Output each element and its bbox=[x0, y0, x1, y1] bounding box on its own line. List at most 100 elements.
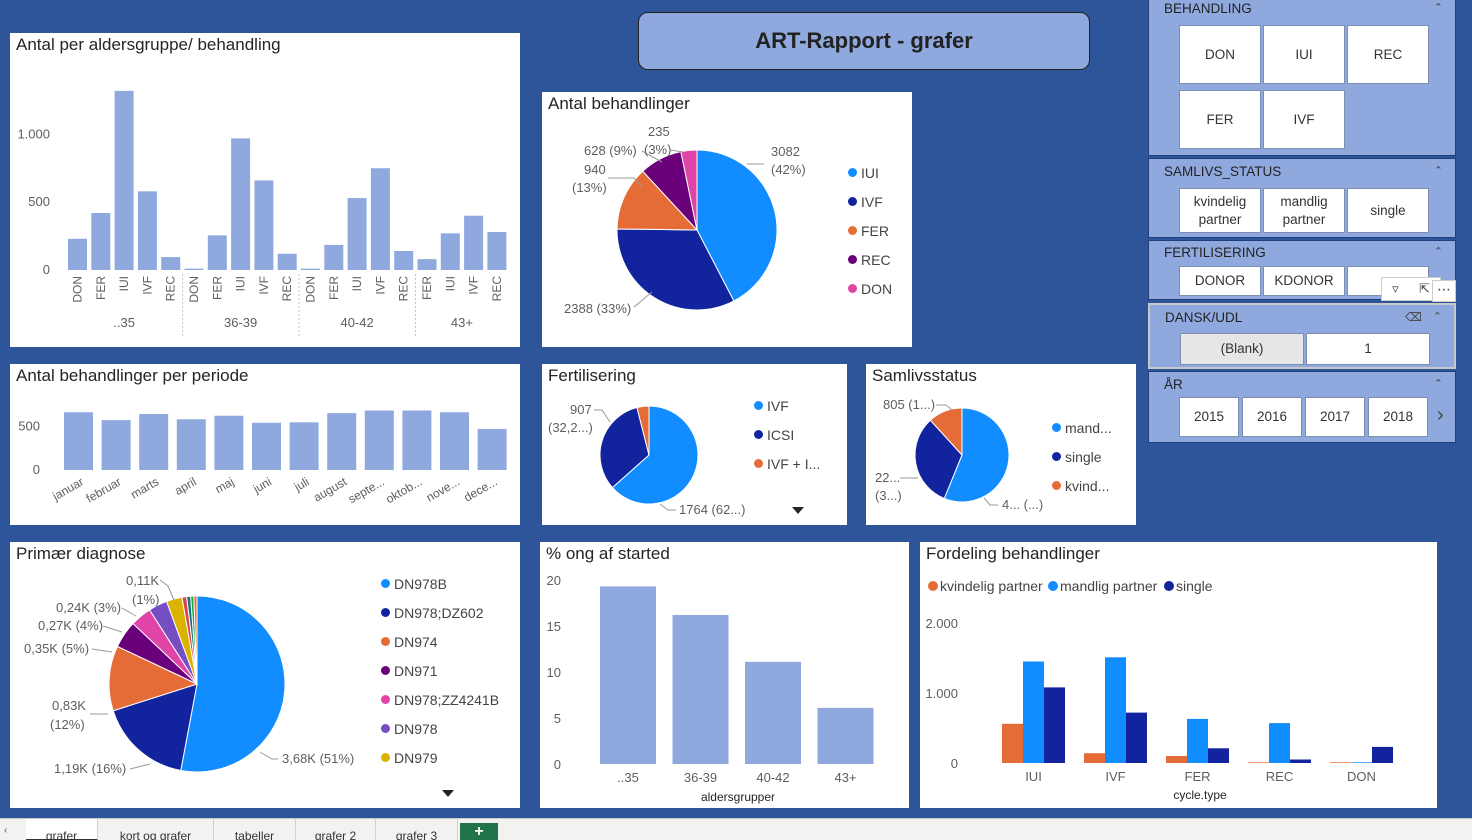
eraser-icon[interactable]: ⌫ bbox=[1405, 310, 1422, 324]
diagnose-pie-chart[interactable]: 3,68K (51%) 1,19K (16%) 0,83K (12%) 0,35K (5… bbox=[10, 542, 520, 808]
data-label: 235 bbox=[648, 124, 670, 139]
fertilisering-pie-chart[interactable]: 907 (32,2...) 1764 (62...) bbox=[542, 364, 847, 525]
legend-dot-icon bbox=[381, 637, 390, 646]
slicer-tile[interactable]: IUI bbox=[1263, 25, 1345, 84]
chevron-up-icon[interactable]: ⌃ bbox=[1433, 165, 1443, 177]
legend-label: mandlig partner bbox=[1060, 578, 1158, 594]
treatments-pie-card[interactable]: Antal behandlinger 3082 (42%) 2388 (33%) 94… bbox=[542, 92, 912, 347]
slicer-tile[interactable]: (Blank) bbox=[1180, 333, 1304, 365]
slicer-tile[interactable]: 2018 bbox=[1368, 397, 1428, 437]
slicer-tile[interactable]: FER bbox=[1179, 90, 1261, 149]
y-tick-label: 1.000 bbox=[925, 686, 958, 701]
group-label: 40-42 bbox=[340, 315, 373, 330]
bar bbox=[324, 244, 344, 270]
data-label: (13%) bbox=[572, 180, 607, 195]
legend-more-icon[interactable] bbox=[442, 790, 454, 797]
slicer-behandling[interactable]: BEHANDLING ⌃ DON IUI REC FER IVF bbox=[1148, 0, 1456, 156]
slicer-tile[interactable]: single bbox=[1347, 188, 1429, 233]
x-tick-label: dece... bbox=[461, 474, 499, 504]
x-tick-label: maj bbox=[213, 474, 237, 496]
x-tick-label: FER bbox=[420, 276, 434, 300]
legend-item: DN978;ZZ4241B bbox=[381, 685, 499, 714]
treatments-pie-chart[interactable]: 3082 (42%) 2388 (33%) 940 (13%) 628 (9%) 235 (3… bbox=[542, 92, 912, 347]
legend-dot-icon bbox=[848, 197, 857, 206]
pie-slice bbox=[636, 405, 650, 456]
slicer-tile[interactable]: 2016 bbox=[1242, 397, 1302, 437]
bar bbox=[327, 413, 357, 470]
x-tick-label: FER bbox=[327, 276, 341, 300]
leader-line bbox=[259, 751, 278, 760]
slicer-tile[interactable]: 2017 bbox=[1305, 397, 1365, 437]
ong-bar-card[interactable]: % ong af started 20 15 10 5 0 ..35 36-39 40-42 4… bbox=[540, 542, 909, 808]
bar bbox=[1330, 762, 1351, 763]
samlivsstatus-pie-card[interactable]: Samlivsstatus 805 (1...) 22... (3...) 4... … bbox=[866, 364, 1136, 525]
slicer-tile[interactable]: REC bbox=[1347, 25, 1429, 84]
slicer-tile[interactable]: IVF bbox=[1263, 90, 1345, 149]
legend-dot-icon bbox=[754, 430, 763, 439]
slicer-tile[interactable]: 2015 bbox=[1179, 397, 1239, 437]
slicer-tile[interactable]: kvindelig partner bbox=[1179, 188, 1261, 233]
period-chart-card[interactable]: Antal behandlinger per periode 500 0 janua… bbox=[10, 364, 520, 525]
ong-bar-chart[interactable]: 20 15 10 5 0 ..35 36-39 40-42 43+ aldersgrupper bbox=[540, 542, 909, 808]
chevron-up-icon[interactable]: ⌃ bbox=[1433, 246, 1443, 258]
x-tick-label: april bbox=[172, 474, 199, 497]
y-tick-label: 1.000 bbox=[17, 126, 50, 141]
x-tick-label: DON bbox=[71, 276, 85, 303]
x-tick-label: IVF bbox=[1105, 769, 1125, 784]
legend-item: DN974 bbox=[381, 627, 499, 656]
fertilisering-pie-card[interactable]: Fertilisering 907 (32,2...) 1764 (62...) I… bbox=[542, 364, 847, 525]
slicer-tile[interactable]: DONOR bbox=[1179, 266, 1261, 296]
filter-icon[interactable]: ▿ bbox=[1392, 281, 1399, 296]
diagnose-pie-card[interactable]: Primær diagnose 3,68K (51%) 1,19K (16%) 0,… bbox=[10, 542, 520, 808]
bar bbox=[1166, 756, 1187, 763]
x-tick-label: IUI bbox=[350, 276, 364, 291]
data-label: 805 (1...) bbox=[883, 397, 935, 412]
legend-dot-icon bbox=[381, 666, 390, 675]
slicer-dansk-udl[interactable]: DANSK/UDL ⌫ ⌃ (Blank) 1 bbox=[1148, 303, 1456, 369]
samlivsstatus-pie-chart[interactable]: 805 (1...) 22... (3...) 4... (...) bbox=[866, 364, 1136, 525]
x-tick-label: juni bbox=[250, 474, 274, 496]
x-tick-label: REC bbox=[397, 276, 411, 302]
chevron-up-icon[interactable]: ⌃ bbox=[1433, 2, 1443, 14]
add-page-button[interactable]: + bbox=[460, 823, 498, 840]
bar bbox=[137, 191, 157, 270]
bar bbox=[1002, 723, 1023, 763]
age-group-chart-card[interactable]: Antal per aldersgruppe/ behandling 1.000… bbox=[10, 33, 520, 347]
x-tick-label: januar bbox=[49, 474, 86, 503]
more-options-icon[interactable]: ⋯ bbox=[1432, 280, 1456, 302]
slicer-tile[interactable]: DON bbox=[1179, 25, 1261, 84]
tab-grafer-3[interactable]: grafer 3 bbox=[376, 819, 458, 840]
tab-kort-og-grafer[interactable]: kort og grafer bbox=[98, 819, 214, 840]
legend-item: kvind... bbox=[1052, 471, 1112, 500]
chevron-up-icon[interactable]: ⌃ bbox=[1433, 378, 1443, 390]
x-tick-label: DON bbox=[187, 276, 201, 303]
report-canvas: ART-Rapport - grafer Antal per aldersgru… bbox=[10, 0, 1456, 808]
tab-grafer[interactable]: grafer bbox=[26, 819, 98, 840]
slicer-title: DANSK/UDL bbox=[1165, 310, 1243, 325]
chevron-up-icon[interactable]: ⌃ bbox=[1432, 311, 1442, 323]
chevron-right-icon[interactable]: › bbox=[1437, 404, 1444, 426]
slicer-tile[interactable]: 1 bbox=[1306, 333, 1430, 365]
tab-tabeller[interactable]: tabeller bbox=[214, 819, 296, 840]
focus-mode-icon[interactable]: ⇱ bbox=[1418, 281, 1430, 296]
bar bbox=[139, 414, 169, 470]
slicer-aar[interactable]: ÅR ⌃ 2015 2016 2017 2018 › bbox=[1148, 371, 1456, 443]
slicer-fertilisering[interactable]: FERTILISERING ⌃ DONOR KDONOR ▿ ⇱ bbox=[1148, 240, 1456, 301]
slicer-samlivs-status[interactable]: SAMLIVS_STATUS ⌃ kvindelig partner mandli… bbox=[1148, 158, 1456, 238]
x-tick-label: IVF bbox=[467, 276, 481, 295]
pie-slice bbox=[943, 407, 1010, 503]
fordeling-bar-chart[interactable]: kvindelig partner mandlig partner single 2.… bbox=[920, 542, 1437, 808]
slicer-tile[interactable]: KDONOR bbox=[1263, 266, 1345, 296]
age-group-chart[interactable]: 1.000 500 0 DON FER IUI IVF REC ..35 DON FER IUI IVF… bbox=[10, 33, 520, 347]
tab-scroll-left-icon[interactable]: ‹ bbox=[4, 825, 8, 836]
data-label: 0,27K (4%) bbox=[38, 618, 103, 633]
pie-slice bbox=[616, 228, 735, 311]
bar bbox=[672, 614, 729, 764]
slicer-tile[interactable]: mandlig partner bbox=[1263, 188, 1345, 233]
fordeling-bar-card[interactable]: Fordeling behandlinger kvindelig partner… bbox=[920, 542, 1437, 808]
leader-line bbox=[102, 625, 123, 633]
legend-more-icon[interactable] bbox=[792, 507, 804, 514]
tab-grafer-2[interactable]: grafer 2 bbox=[296, 819, 376, 840]
leader-line bbox=[121, 607, 137, 617]
